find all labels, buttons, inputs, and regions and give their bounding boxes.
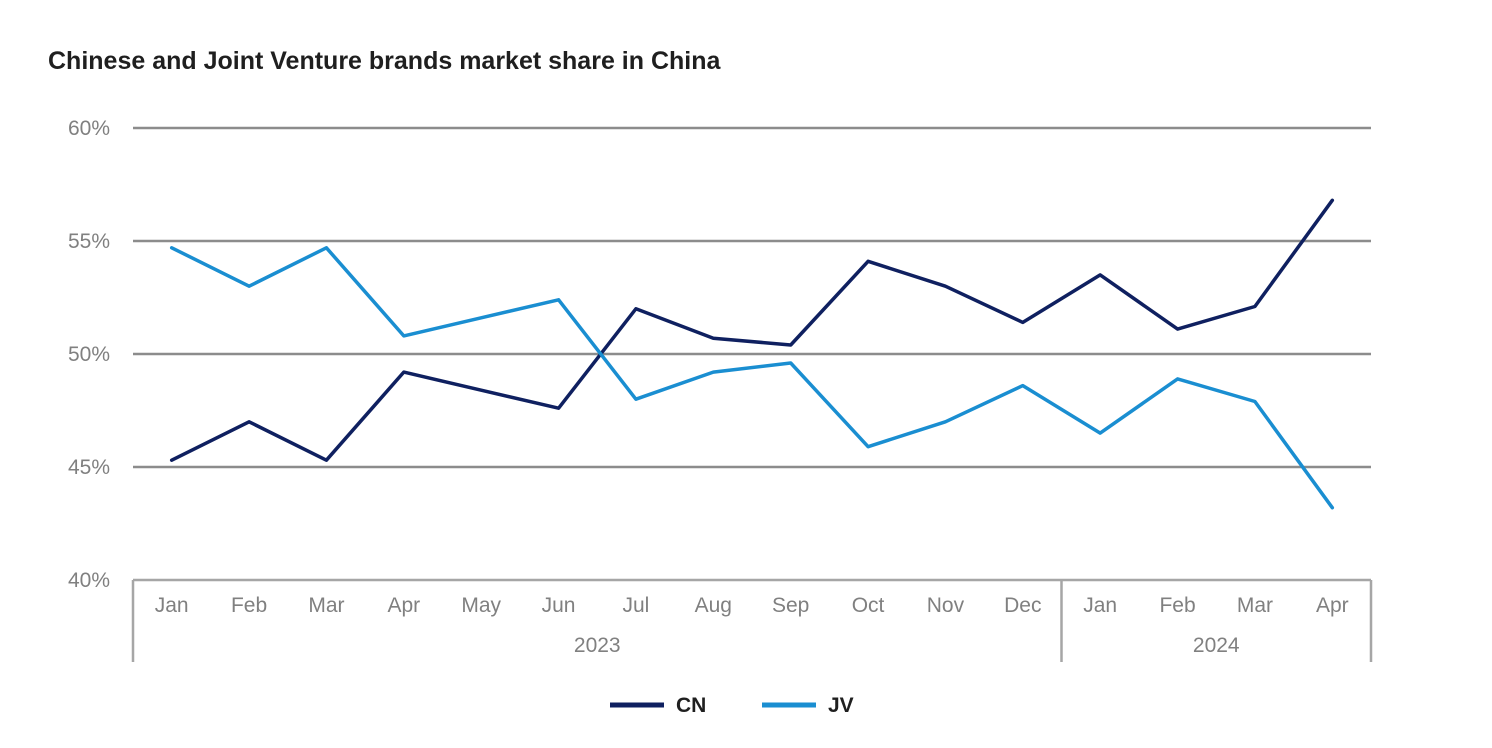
x-tick-label: Jan: [155, 594, 189, 617]
x-tick-label: Feb: [231, 594, 267, 617]
y-tick-label: 60%: [68, 117, 110, 140]
x-tick-label: Mar: [1237, 594, 1273, 617]
y-tick-label: 40%: [68, 569, 110, 592]
legend-label-cn: CN: [676, 694, 706, 717]
y-tick-label: 50%: [68, 343, 110, 366]
y-axis: 40% 45% 50% 55% 60%: [68, 117, 110, 592]
x-tick-label: Nov: [927, 594, 965, 617]
x-group-label: 2023: [574, 634, 621, 657]
x-tick-label: May: [461, 594, 501, 617]
grid-lines: [133, 126, 1371, 469]
x-tick-label: Jul: [623, 594, 650, 617]
legend-label-jv: JV: [828, 694, 854, 717]
x-tick-label: Apr: [1316, 594, 1349, 617]
series-line-jv: [169, 246, 1335, 510]
x-axis: Jan Feb Mar Apr May Jun Jul Aug Sep Oct Nov Dec Jan F…: [131, 578, 1373, 662]
x-group-label: 2024: [1193, 634, 1240, 657]
x-tick-label: Sep: [772, 594, 809, 617]
x-tick-label: Oct: [852, 594, 885, 617]
x-tick-label: Jan: [1083, 594, 1117, 617]
x-tick-label: Jun: [542, 594, 576, 617]
x-tick-label: Mar: [308, 594, 344, 617]
series-line-cn: [169, 198, 1335, 462]
y-tick-label: 45%: [68, 456, 110, 479]
legend: CN JV: [610, 694, 854, 717]
x-tick-label: Feb: [1159, 594, 1195, 617]
series-lines: [169, 198, 1335, 510]
x-tick-label: Dec: [1004, 594, 1041, 617]
y-tick-label: 55%: [68, 230, 110, 253]
x-tick-label: Apr: [387, 594, 420, 617]
chart-title: Chinese and Joint Venture brands market …: [48, 47, 721, 75]
x-tick-label: Aug: [695, 594, 732, 617]
